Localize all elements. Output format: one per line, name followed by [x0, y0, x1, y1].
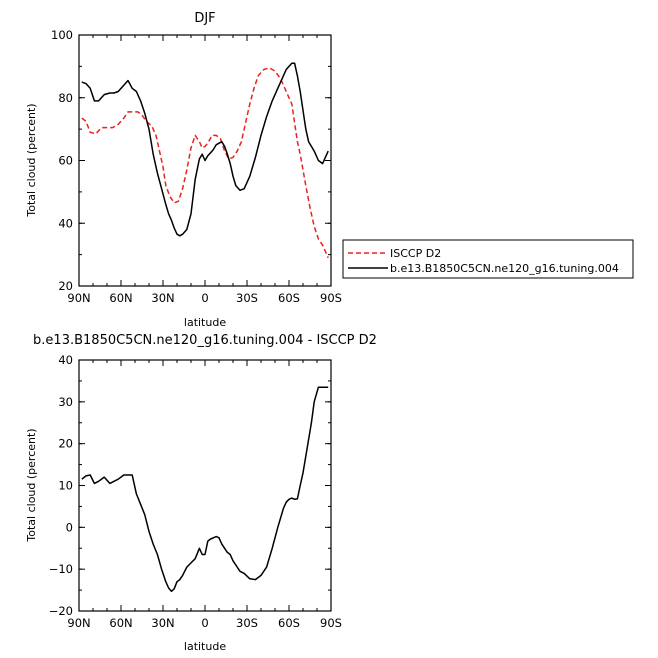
bottom-chart-ylabel: Total cloud (percent): [25, 428, 38, 542]
top-ytick-label: 100: [51, 28, 73, 42]
top-xtick-label: 90N: [67, 291, 90, 305]
top-chart-frame: [78, 34, 332, 287]
bottom-xtick-label: 30S: [236, 616, 258, 630]
legend-label-model: b.e13.B1850C5CN.ne120_g16.tuning.004: [390, 262, 619, 275]
bottom-chart-ticks: 90N 60N 30N 0 30S 60S 90S −20 −10 0 10 20 30 40: [49, 353, 342, 630]
bottom-xtick-label: 60N: [109, 616, 132, 630]
top-xtick-label: 90S: [320, 291, 342, 305]
top-chart-series-group: [81, 62, 329, 259]
top-chart-legend: ISCCP D2 b.e13.B1850C5CN.ne120_g16.tunin…: [342, 239, 634, 279]
bottom-ytick-label: 30: [58, 395, 73, 409]
bottom-ytick-label: 40: [58, 353, 73, 367]
top-chart-xlabel: latitude: [184, 316, 226, 329]
top-ytick-label: 80: [58, 91, 73, 105]
bottom-ytick-label: 20: [58, 437, 73, 451]
top-ytick-label: 60: [58, 154, 73, 168]
bottom-chart-series-group: [81, 386, 329, 593]
top-chart-ticks: 90N 60N 30N 0 30S 60S 90S 20 40 60 80 100: [51, 28, 342, 305]
bottom-chart-xlabel: latitude: [184, 640, 226, 653]
bottom-ytick-label: −10: [49, 562, 73, 576]
top-chart-ylabel: Total cloud (percent): [25, 103, 38, 217]
top-ytick-label: 40: [58, 216, 73, 230]
bottom-series-line-0: [81, 386, 329, 593]
bottom-ytick-label: 10: [58, 479, 73, 493]
bottom-ytick-label: −20: [49, 604, 73, 618]
top-chart-panel: DJF Total cloud (percent) latitude 90N 60…: [25, 11, 342, 329]
top-xtick-label: 60S: [278, 291, 300, 305]
top-xtick-label: 0: [201, 291, 208, 305]
top-series-line-0: [81, 67, 329, 259]
top-xtick-label: 60N: [109, 291, 132, 305]
bottom-xtick-label: 60S: [278, 616, 300, 630]
bottom-chart-panel: b.e13.B1850C5CN.ne120_g16.tuning.004 - I…: [25, 333, 377, 653]
bottom-xtick-label: 90S: [320, 616, 342, 630]
bottom-xtick-label: 90N: [67, 616, 90, 630]
top-ytick-label: 20: [58, 279, 73, 293]
bottom-xtick-label: 30N: [151, 616, 174, 630]
top-xtick-label: 30S: [236, 291, 258, 305]
bottom-chart-frame: [78, 359, 332, 612]
legend-box: [342, 239, 634, 279]
legend-label-isccp: ISCCP D2: [390, 247, 441, 260]
top-xtick-label: 30N: [151, 291, 174, 305]
bottom-chart-title: b.e13.B1850C5CN.ne120_g16.tuning.004 - I…: [33, 333, 377, 348]
bottom-xtick-label: 0: [201, 616, 208, 630]
bottom-ytick-label: 0: [66, 520, 73, 534]
top-chart-title: DJF: [194, 11, 215, 26]
top-series-line-1: [81, 62, 329, 237]
